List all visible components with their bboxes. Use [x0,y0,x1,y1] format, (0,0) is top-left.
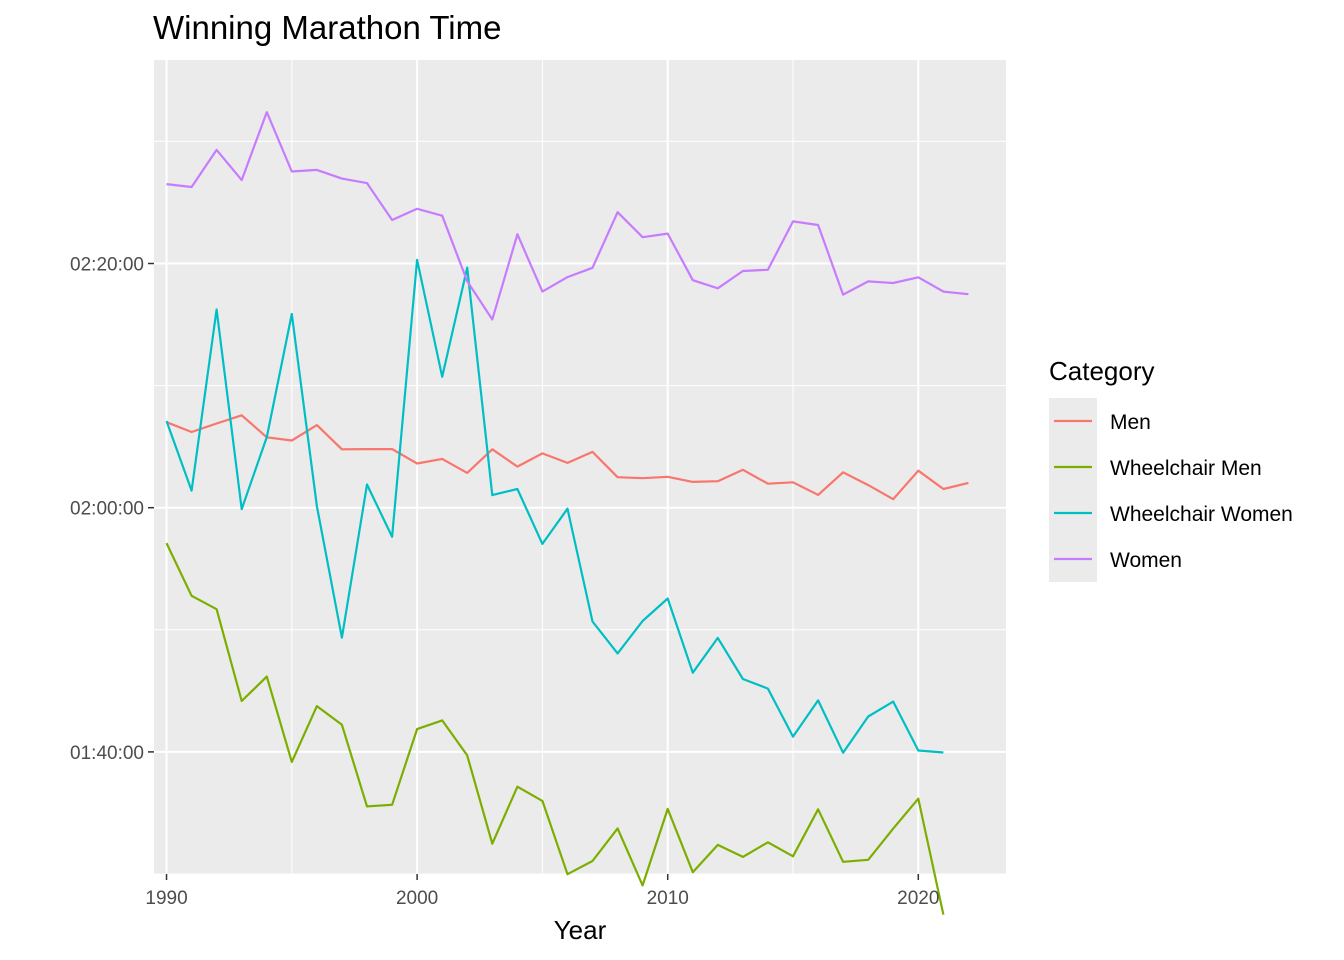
series-line-wheelchair-men [165,542,945,915]
legend-label: Women [1110,549,1182,572]
x-tick-label: 1990 [145,888,187,909]
major-gridlines [154,60,1006,874]
x-tick-label: 2020 [897,888,939,909]
legend-label: Wheelchair Women [1110,503,1293,526]
legend-title: Category [1049,356,1155,386]
y-axis-ticks: 01:40:00 02:00:00 02:20:00 [70,255,154,764]
legend-label: Wheelchair Men [1110,457,1262,480]
legend-label: Men [1110,411,1151,434]
y-tick-label: 02:00:00 [70,499,144,520]
y-tick-label: 02:20:00 [70,255,144,276]
x-axis-ticks: 1990 2000 2010 2020 [145,874,939,909]
legend-items: Men Wheelchair Men Wheelchair Women Women [1054,411,1293,572]
series-lines [165,110,969,915]
plot-panel [154,60,1006,874]
series-line-wheelchair-women [165,258,944,754]
x-tick-label: 2000 [396,888,438,909]
legend-key-background [1049,398,1097,582]
minor-gridlines [154,60,1006,875]
series-line-women [166,110,969,321]
y-tick-label: 01:40:00 [70,743,144,764]
x-axis-title: Year [554,915,607,945]
chart-title: Winning Marathon Time [153,9,501,46]
series-line-men [166,414,969,501]
x-tick-label: 2010 [647,888,689,909]
legend: Category Men Wheelchair Men Wheelchair Wom… [1049,356,1293,582]
